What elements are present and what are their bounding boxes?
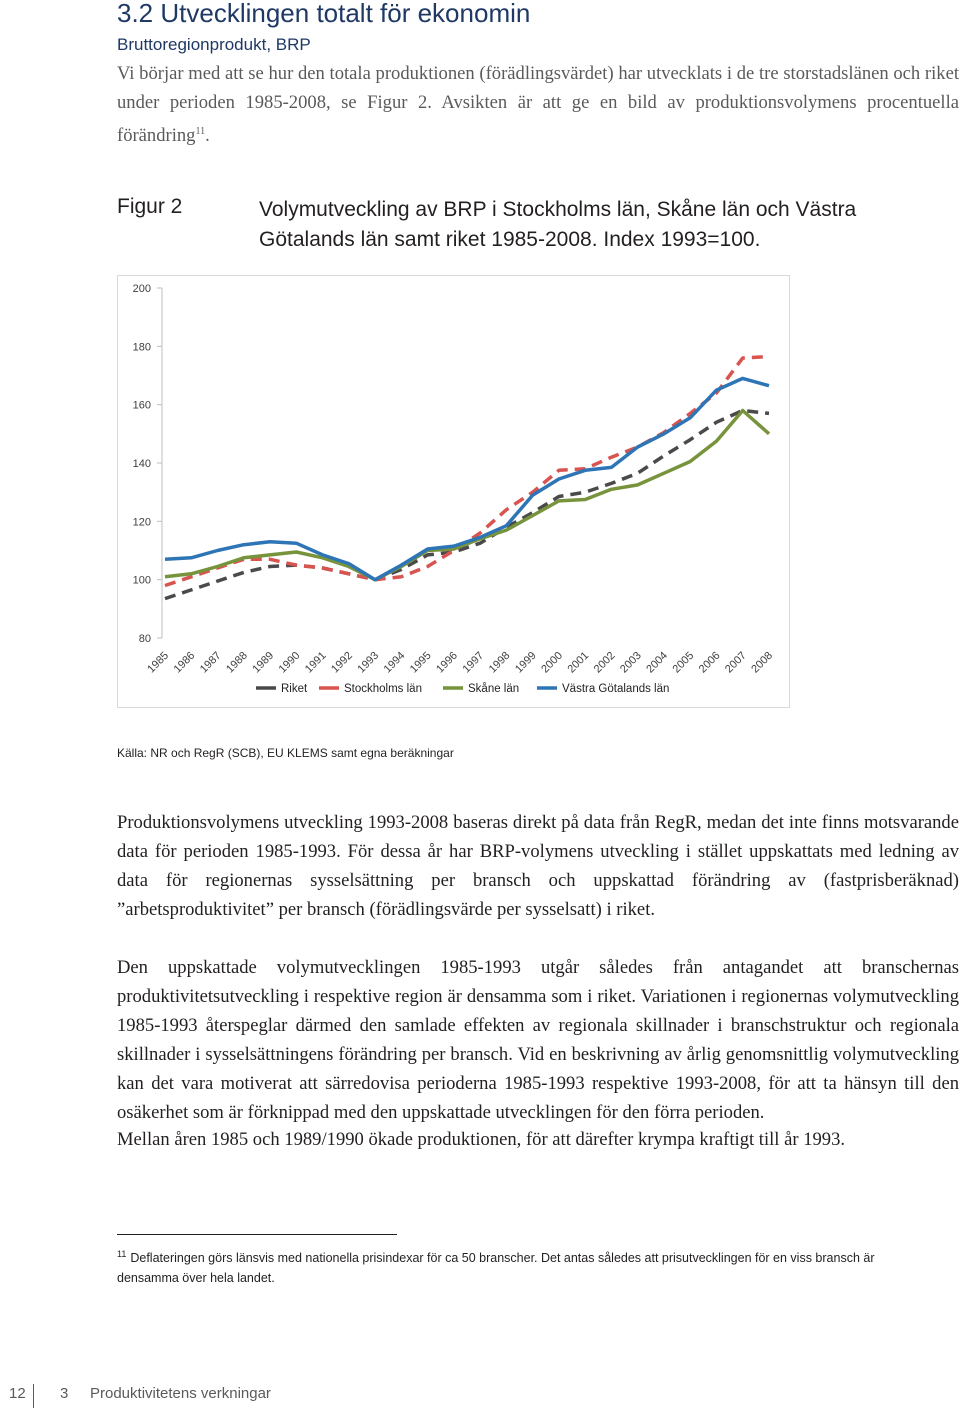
x-tick-label: 1995 bbox=[408, 650, 434, 676]
x-tick-label: 2005 bbox=[671, 650, 697, 676]
footnote-divider bbox=[117, 1234, 397, 1235]
chapter-number: 3 bbox=[60, 1385, 69, 1402]
chart-axes: 80 100 120 140 160 180 200 1985 1986 1987 1988 1989… bbox=[133, 283, 775, 675]
x-tick-label: 1987 bbox=[198, 650, 224, 676]
figure-label: Figur 2 bbox=[117, 195, 183, 218]
x-tick-label: 1985 bbox=[145, 650, 171, 676]
x-tick-label: 2007 bbox=[723, 650, 749, 676]
footnote-text: Deflateringen görs länsvis med nationell… bbox=[117, 1251, 875, 1286]
legend-label-3: Skåne län bbox=[468, 683, 519, 695]
x-tick-label: 1990 bbox=[277, 650, 303, 676]
legend-label-1: Riket bbox=[281, 683, 308, 695]
x-tick-label: 1998 bbox=[487, 650, 513, 676]
section-subtitle: Bruttoregionprodukt, BRP bbox=[117, 35, 311, 54]
x-tick-label: 1994 bbox=[382, 650, 408, 676]
y-tick-label: 180 bbox=[133, 341, 151, 353]
x-tick-label: 2008 bbox=[749, 650, 775, 676]
chart-container: 80 100 120 140 160 180 200 1985 1986 1987 1988 1989… bbox=[117, 275, 790, 708]
footnote-reference[interactable]: 11 bbox=[195, 126, 206, 137]
y-tick-label: 140 bbox=[133, 458, 151, 470]
series-line-1 bbox=[164, 408, 770, 601]
x-tick-label: 2006 bbox=[697, 650, 723, 676]
x-tick-label: 1999 bbox=[513, 650, 539, 676]
line-chart: 80 100 120 140 160 180 200 1985 1986 1987 1988 1989… bbox=[133, 283, 775, 695]
x-tick-label: 2003 bbox=[618, 650, 644, 676]
x-tick-label: 2000 bbox=[539, 650, 565, 676]
body-paragraph-2: Den uppskattade volymutvecklingen 1985-1… bbox=[117, 957, 959, 1123]
y-tick-label: 160 bbox=[133, 400, 151, 412]
legend-label-2: Stockholms län bbox=[344, 683, 422, 695]
x-tick-label: 1997 bbox=[460, 650, 486, 676]
y-tick-label: 100 bbox=[133, 575, 151, 587]
footer-divider bbox=[33, 1384, 34, 1408]
x-tick-label: 2002 bbox=[592, 650, 618, 676]
body-paragraph-1: Produktionsvolymens utveckling 1993-2008… bbox=[117, 812, 959, 920]
x-tick-label: 2004 bbox=[644, 650, 670, 676]
page-number: 12 bbox=[9, 1385, 26, 1402]
legend-label-4: Västra Götalands län bbox=[562, 683, 669, 695]
x-tick-label: 1992 bbox=[329, 650, 355, 676]
intro-paragraph: Vi börjar med att se hur den totala prod… bbox=[117, 59, 959, 150]
x-tick-label: 1988 bbox=[224, 650, 250, 676]
x-tick-label: 1993 bbox=[355, 650, 381, 676]
x-tick-label: 2001 bbox=[565, 650, 591, 676]
page-footer: 12 3 Produktivitetens verkningar bbox=[0, 1384, 400, 1408]
x-tick-label: 1991 bbox=[303, 650, 329, 676]
series-line-3 bbox=[164, 408, 771, 582]
chart-legend: Riket Stockholms län Skåne län Västra Götal… bbox=[256, 683, 669, 695]
source-note: Källa: NR och RegR (SCB), EU KLEMS samt … bbox=[117, 746, 454, 760]
body-paragraph-3: Mellan åren 1985 och 1989/1990 ökade pro… bbox=[117, 1129, 846, 1150]
x-tick-label: 1986 bbox=[172, 650, 198, 676]
series-line-2 bbox=[164, 354, 770, 588]
series-line-4 bbox=[164, 376, 770, 582]
y-tick-label: 200 bbox=[133, 283, 151, 295]
y-tick-label: 120 bbox=[133, 516, 151, 528]
chapter-title: Produktivitetens verkningar bbox=[90, 1385, 271, 1402]
x-tick-label: 1996 bbox=[434, 650, 460, 676]
footnote-mark: 11 bbox=[117, 1249, 127, 1259]
intro-end: . bbox=[205, 125, 210, 147]
chart-series bbox=[164, 354, 771, 601]
y-tick-label: 80 bbox=[139, 633, 151, 645]
footnote: 11 Deflateringen görs länsvis med natione… bbox=[117, 1244, 937, 1288]
x-tick-label: 1989 bbox=[250, 650, 276, 676]
intro-text: Vi börjar med att se hur den totala prod… bbox=[117, 63, 959, 147]
figure-caption: Volymutveckling av BRP i Stockholms län,… bbox=[259, 198, 857, 251]
section-heading: 3.2 Utvecklingen totalt för ekonomin bbox=[117, 0, 531, 28]
